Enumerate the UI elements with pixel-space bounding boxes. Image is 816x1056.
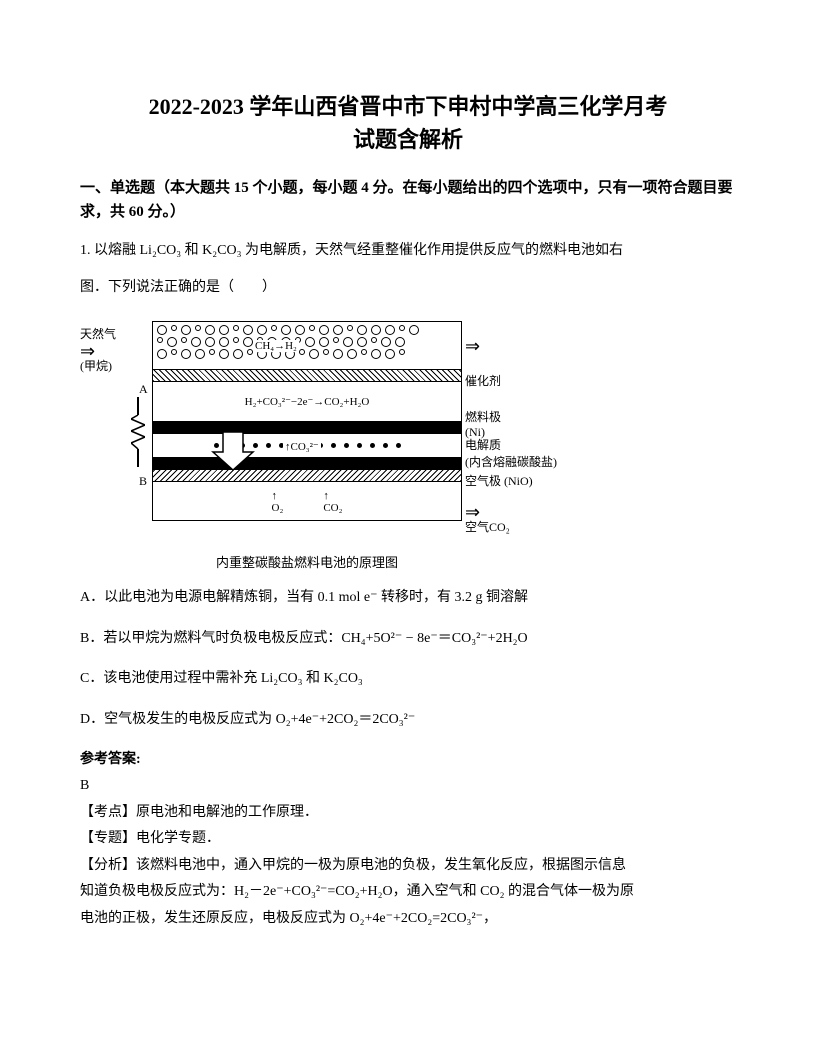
diagram-caption: 内重整碳酸盐燃料电池的原理图 xyxy=(152,552,462,571)
air-inlet-layer: ↑O₂ ↑CO₂ xyxy=(153,482,461,522)
gas-inlet-label: 天然气 xyxy=(80,325,116,342)
section-header: 一、单选题（本大题共 15 个小题，每小题 4 分。在每小题给出的四个选项中，只… xyxy=(80,176,736,224)
resistor-icon xyxy=(129,397,147,467)
analysis-text3: 电池的正极，发生还原反应，电极反应式为 O₂+4e⁻+2CO₂=2CO₃²⁻， xyxy=(80,906,736,933)
co3-arrow-label: ↑CO₃²⁻ xyxy=(283,440,321,453)
option-c: C．该电池使用过程中需补充 Li₂CO₃ 和 K₂CO₃ xyxy=(80,666,736,693)
analysis-text1: 【分析】该燃料电池中，通入甲烷的一极为原电池的负极，发生氧化反应，根据图示信息 xyxy=(80,853,736,880)
fuel-electrode-layer xyxy=(153,422,461,434)
title-line2: 试题含解析 xyxy=(80,123,736,156)
air-electrode-label: 空气极 (NiO) xyxy=(465,472,533,489)
methane-label: (甲烷) xyxy=(80,357,112,374)
gas-text: 天然气 xyxy=(80,325,116,342)
reforming-layer xyxy=(153,322,461,370)
cell-box: A B CH₄→H₂ H₂+CO₃²⁻−2e⁻ xyxy=(152,321,462,521)
terminal-b-label: B xyxy=(139,474,147,489)
catalyst-layer xyxy=(153,370,461,382)
anode-reaction-text: H₂+CO₃²⁻−2e⁻→CO₂+H₂O xyxy=(245,395,370,408)
title-line1: 2022-2023 学年山西省晋中市下申村中学高三化学月考 xyxy=(80,90,736,123)
electrolyte-label: 电解质(内含熔融碳酸盐) xyxy=(465,436,557,470)
o2-arrow: ↑O₂ xyxy=(272,490,284,514)
option-a: A．以此电池为电源电解精炼铜，当有 0.1 mol e⁻ 转移时，有 3.2 g… xyxy=(80,585,736,612)
question-line2: 图．下列说法正确的是（ ） xyxy=(80,275,736,302)
terminal-a-label: A xyxy=(139,382,148,397)
answer-letter: B xyxy=(80,778,736,794)
answer-label: 参考答案: xyxy=(80,748,736,768)
exam-title: 2022-2023 学年山西省晋中市下申村中学高三化学月考 试题含解析 xyxy=(80,90,736,156)
analysis-point: 【考点】原电池和电解池的工作原理． xyxy=(80,800,736,827)
anode-reaction-layer: H₂+CO₃²⁻−2e⁻→CO₂+H₂O xyxy=(153,382,461,422)
outlet-arrow-icon: ⇒ xyxy=(465,336,480,357)
ch4-h2-label: CH₄→H₂ xyxy=(253,340,299,352)
option-d: D．空气极发生的电极反应式为 O₂+4e⁻+2CO₂＝2CO₃²⁻ xyxy=(80,707,736,734)
option-b: B．若以甲烷为燃料气时负极电极反应式：CH₄+5O²⁻ − 8e⁻＝CO₃²⁻+… xyxy=(80,626,736,653)
down-arrow-icon xyxy=(208,432,258,472)
co2-arrow: ↑CO₂ xyxy=(323,490,342,514)
air-co2-label: 空气CO₂ xyxy=(465,518,510,535)
air-electrode-layer xyxy=(153,458,461,470)
air-electrode-pattern xyxy=(153,470,461,482)
catalyst-label: 催化剂 xyxy=(465,372,501,389)
fuel-cell-diagram: 天然气 ⇒ (甲烷) A B CH₄→H₂ xyxy=(80,311,540,571)
question-line1: 1. 以熔融 Li₂CO₃ 和 K₂CO₃ 为电解质，天然气经重整催化作用提供反… xyxy=(80,238,736,265)
analysis-text2: 知道负极电极反应式为：H₂－2e⁻+CO₃²⁻=CO₂+H₂O，通入空气和 CO… xyxy=(80,879,736,906)
analysis-topic: 【专题】电化学专题． xyxy=(80,826,736,853)
